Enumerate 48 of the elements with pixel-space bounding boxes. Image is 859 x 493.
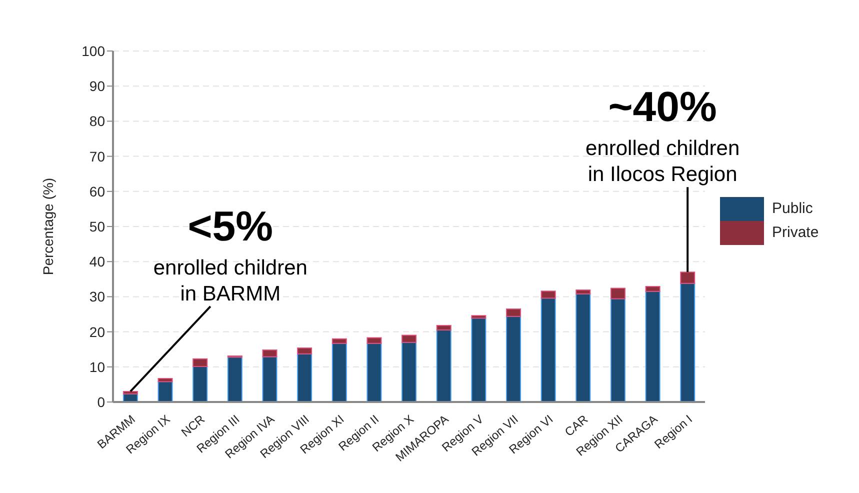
bar [576,290,591,294]
legend-label: Public [772,200,813,217]
bar [402,334,417,343]
y-tick-label: 10 [89,358,106,375]
y-tick-label: 20 [89,324,106,340]
bar [262,356,278,402]
bar [680,282,696,402]
y-tick-label: 80 [89,113,106,130]
bar [366,342,382,402]
annotation: ~40% enrolled children in Ilocos Region [586,83,740,186]
y-tick-label: 0 [97,394,106,410]
bar [402,342,417,402]
bar [366,337,382,344]
bar [610,298,626,402]
bar [227,356,242,402]
y-tick-label: 60 [89,183,106,200]
y-tick-label: 40 [89,254,106,270]
bar [122,390,138,394]
y-axis-title: Percentage (%) [40,178,56,276]
annotation: <5% enrolled children in BARMM [153,202,308,306]
y-tick-label: 70 [89,148,106,164]
bar [540,290,556,299]
bar [610,288,626,300]
legend-label: Private [772,224,819,241]
bar [471,315,486,319]
bar [540,298,556,402]
bar [332,342,347,402]
bar [506,316,522,402]
bar [645,286,660,292]
bar [297,353,312,402]
bar [436,324,452,331]
bar [297,347,312,354]
y-tick-label: 90 [89,78,106,94]
bar [262,350,278,358]
bar [158,381,173,402]
bar [436,330,452,402]
bar [332,338,347,344]
y-tick-label: 30 [89,288,106,305]
bar [192,358,208,368]
bar [680,272,696,284]
bar [506,308,522,317]
y-tick-label: 50 [89,218,106,234]
y-tick-label: 100 [82,42,106,59]
bar [471,318,486,402]
bar [158,378,173,382]
bar [645,290,660,402]
bar [576,293,591,402]
bar [192,366,208,402]
